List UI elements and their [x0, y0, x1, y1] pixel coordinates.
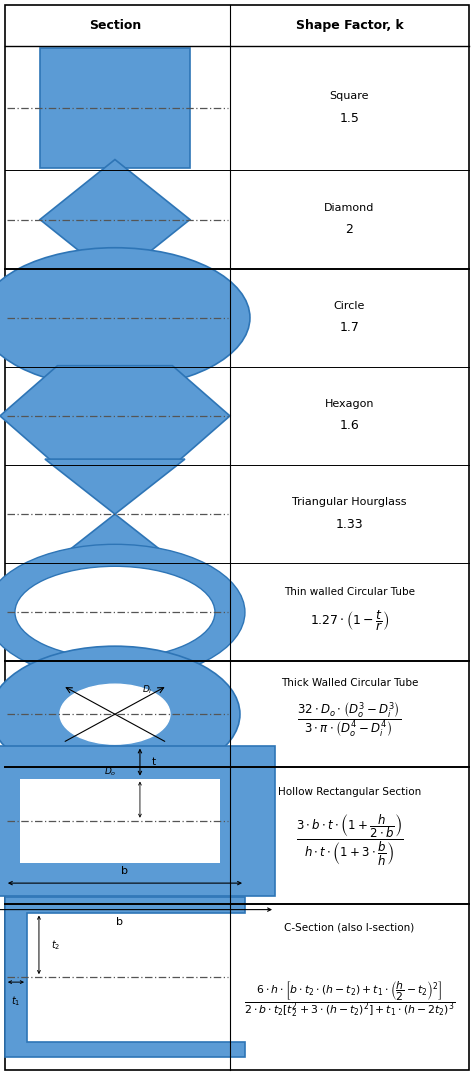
Text: Hexagon: Hexagon	[325, 399, 374, 408]
Text: Thin walled Circular Tube: Thin walled Circular Tube	[284, 587, 415, 598]
Text: $\dfrac{6 \cdot h \cdot \left[b \cdot t_2 \cdot (h - t_2) + t_1 \cdot \left(\dfr: $\dfrac{6 \cdot h \cdot \left[b \cdot t_…	[244, 979, 455, 1019]
Text: Section: Section	[89, 19, 141, 32]
Ellipse shape	[60, 684, 170, 744]
Text: $D_o$: $D_o$	[104, 765, 117, 777]
Text: C-Section (also I-section): C-Section (also I-section)	[284, 922, 415, 932]
Text: b: b	[117, 917, 123, 927]
Text: $1.27 \cdot \left(1 - \dfrac{t}{r}\right)$: $1.27 \cdot \left(1 - \dfrac{t}{r}\right…	[310, 607, 389, 633]
Text: 1.33: 1.33	[336, 517, 363, 531]
Text: Shape Factor, k: Shape Factor, k	[296, 19, 403, 32]
Ellipse shape	[0, 646, 240, 783]
Ellipse shape	[15, 567, 215, 658]
Text: Square: Square	[330, 91, 369, 101]
Bar	[20, 778, 220, 862]
Text: Diamond: Diamond	[324, 202, 374, 213]
Text: t: t	[152, 757, 156, 768]
Text: $D_i$: $D_i$	[143, 684, 153, 697]
Text: Circle: Circle	[334, 301, 365, 311]
Text: $\dfrac{32 \cdot D_o \cdot \left(D_o^{3} - D_i^{3}\right)}{3 \cdot \pi \cdot \le: $\dfrac{32 \cdot D_o \cdot \left(D_o^{3}…	[297, 700, 401, 739]
Polygon shape	[45, 514, 185, 569]
Text: 1.5: 1.5	[339, 112, 359, 125]
Polygon shape	[40, 159, 190, 280]
Text: Hollow Rectangular Section: Hollow Rectangular Section	[278, 787, 421, 797]
Text: Thick Walled Circular Tube: Thick Walled Circular Tube	[281, 677, 418, 688]
Polygon shape	[5, 898, 245, 1057]
Bar	[0, 746, 275, 895]
Text: $t_1$: $t_1$	[11, 994, 21, 1008]
Text: $t_2$: $t_2$	[51, 938, 60, 951]
Polygon shape	[45, 459, 185, 514]
Polygon shape	[0, 366, 230, 467]
Bar	[40, 48, 190, 168]
Text: b: b	[121, 866, 128, 876]
Text: Triangular Hourglass: Triangular Hourglass	[292, 497, 407, 507]
Text: 1.6: 1.6	[339, 419, 359, 432]
Ellipse shape	[0, 247, 250, 388]
Text: $\dfrac{3 \cdot b \cdot t \cdot \left(1 + \dfrac{h}{2 \cdot b}\right)}{h \cdot t: $\dfrac{3 \cdot b \cdot t \cdot \left(1 …	[296, 813, 403, 869]
Ellipse shape	[0, 544, 245, 680]
Text: 1.7: 1.7	[339, 321, 359, 334]
Text: 2: 2	[346, 223, 354, 236]
